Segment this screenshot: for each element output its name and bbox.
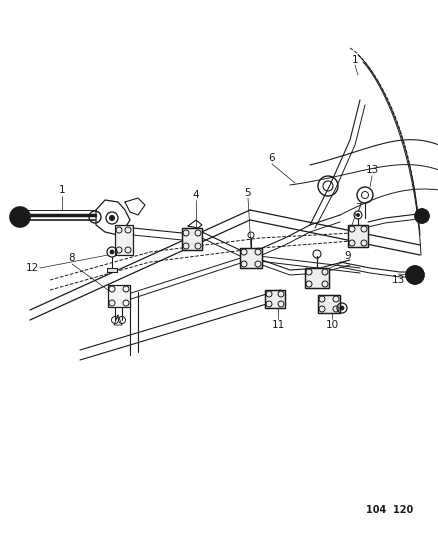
Bar: [265, 290, 284, 308]
Bar: [182, 228, 201, 250]
Bar: [304, 268, 328, 288]
Bar: [108, 285, 130, 307]
Bar: [240, 248, 261, 268]
Bar: [115, 225, 133, 255]
Circle shape: [110, 250, 114, 254]
Text: 8: 8: [68, 253, 75, 263]
Text: 104  120: 104 120: [366, 505, 413, 515]
Text: 4: 4: [192, 190, 199, 200]
Text: 10: 10: [325, 320, 338, 330]
Bar: [107, 268, 117, 272]
Text: 13: 13: [391, 275, 404, 285]
Text: 7: 7: [354, 203, 360, 213]
Text: 13: 13: [364, 165, 378, 175]
Text: 5: 5: [244, 188, 251, 198]
Bar: [182, 228, 201, 250]
Bar: [240, 248, 261, 268]
Circle shape: [10, 207, 30, 227]
Bar: [347, 225, 367, 247]
Circle shape: [16, 213, 24, 221]
Circle shape: [339, 306, 343, 310]
Text: 11: 11: [271, 320, 284, 330]
Bar: [107, 268, 117, 272]
Text: 12: 12: [25, 263, 39, 273]
Circle shape: [356, 214, 359, 216]
Bar: [108, 285, 130, 307]
Circle shape: [405, 266, 423, 284]
Text: 6: 6: [268, 153, 275, 163]
Bar: [265, 290, 284, 308]
Circle shape: [414, 209, 428, 223]
Text: 1: 1: [59, 185, 65, 195]
Circle shape: [109, 215, 114, 221]
Bar: [347, 225, 367, 247]
Bar: [115, 225, 133, 255]
Text: 9: 9: [344, 251, 350, 261]
Bar: [304, 268, 328, 288]
Bar: [317, 295, 339, 313]
Bar: [317, 295, 339, 313]
Text: 1: 1: [351, 55, 357, 65]
